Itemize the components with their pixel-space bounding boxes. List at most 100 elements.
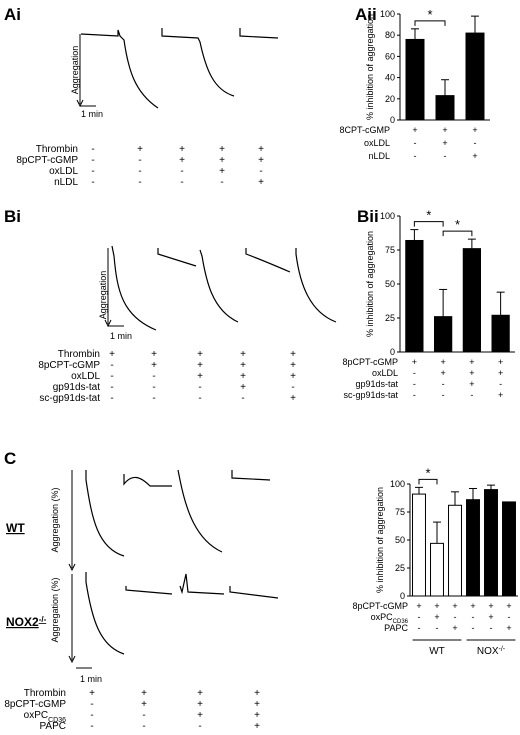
table-a-cell: - bbox=[259, 166, 262, 177]
trace-a-1 bbox=[80, 29, 159, 109]
table-b-cell: - bbox=[152, 382, 155, 393]
y-tick-label: 60 bbox=[385, 51, 395, 61]
y-axis-label: % inhibition of aggregation bbox=[375, 487, 385, 593]
table-b-cell: + bbox=[290, 371, 296, 382]
chart-bii: 0 25 50 75 100 % inhibition of aggregation * * 8… bbox=[342, 208, 515, 400]
traces-b: Aggregation 1 min bbox=[98, 245, 337, 341]
significance-bracket bbox=[413, 221, 444, 227]
y-axis-label: % inhibition of aggregation bbox=[365, 231, 375, 337]
bar bbox=[405, 38, 425, 121]
y-tick-label: 100 bbox=[390, 479, 405, 489]
table-b-cell: + bbox=[197, 349, 203, 360]
condition-cell: + bbox=[498, 390, 503, 400]
y-tick-label: 50 bbox=[385, 279, 395, 289]
scalebar-label-bi: 1 min bbox=[110, 331, 132, 341]
condition-cell: - bbox=[499, 379, 502, 389]
scalebar-label-ai: 1 min bbox=[81, 109, 103, 119]
table-c-row-label: 8pCPT-cGMP bbox=[4, 699, 66, 710]
condition-cell: + bbox=[488, 612, 493, 622]
condition-label: oxLDL bbox=[364, 138, 390, 148]
table-c-cell: + bbox=[254, 688, 260, 699]
condition-label: gp91ds-tat bbox=[355, 379, 398, 389]
table-b-row-label: oxLDL bbox=[71, 371, 100, 382]
table-a-cell: - bbox=[180, 177, 183, 188]
condition-label-text: gp91ds-tat bbox=[355, 379, 398, 389]
table-a-row-label: nLDL bbox=[54, 177, 78, 188]
table-b-cell: + bbox=[290, 360, 296, 371]
condition-cell: + bbox=[434, 612, 439, 622]
table-a-cell: - bbox=[180, 166, 183, 177]
significance-bracket bbox=[442, 230, 473, 237]
y-tick-label: 75 bbox=[395, 507, 405, 517]
group-label-sup: -/- bbox=[499, 646, 506, 653]
chart-aii: 0 20 40 60 80 100 % inhibition of aggregation *… bbox=[339, 7, 490, 161]
table-b-cell: + bbox=[240, 382, 246, 393]
table-b-cell: - bbox=[152, 393, 155, 404]
trace-a-3 bbox=[239, 28, 279, 39]
trace-c-wt-1 bbox=[85, 470, 125, 557]
panel-label-c: C bbox=[4, 449, 16, 468]
condition-cell: - bbox=[474, 138, 477, 148]
table-a-row-label-text: 8pCPT-cGMP bbox=[16, 155, 78, 166]
condition-label-text: 8pCPT-cGMP bbox=[342, 357, 398, 367]
table-c-cell: - bbox=[142, 721, 145, 732]
condition-label: sc-gp91ds-tat bbox=[343, 390, 398, 400]
condition-cell: - bbox=[413, 379, 416, 389]
significance-star: * bbox=[427, 7, 432, 22]
table-a-cell: + bbox=[219, 144, 225, 155]
table-c-cell: + bbox=[254, 710, 260, 721]
condition-cell: - bbox=[490, 623, 493, 633]
trace-c-nox-1 bbox=[85, 572, 125, 655]
bar bbox=[430, 542, 444, 597]
condition-cell: + bbox=[506, 623, 511, 633]
condition-cell: - bbox=[442, 390, 445, 400]
ylabel-c-wt: Aggregation (%) bbox=[50, 487, 60, 552]
y-tick-label: 0 bbox=[390, 115, 395, 125]
condition-label: 8CPT-cGMP bbox=[339, 125, 390, 135]
table-b-cell: + bbox=[290, 349, 296, 360]
condition-table-b: Thrombin + + + + +8pCPT-cGMP - + + + +oxLDL - - + + +gp… bbox=[38, 349, 296, 404]
y-tick-label: 100 bbox=[380, 9, 395, 19]
bar bbox=[434, 316, 453, 353]
nox2-label: NOX2-/- bbox=[6, 615, 47, 630]
bar bbox=[502, 501, 516, 597]
panel-label-bi: Bi bbox=[4, 207, 21, 226]
significance-bracket bbox=[414, 20, 446, 26]
arrow-c-nox bbox=[68, 655, 76, 664]
table-b-row-label-text: gp91ds-tat bbox=[53, 382, 100, 393]
table-b-cell: - bbox=[198, 393, 201, 404]
condition-label: nLDL bbox=[368, 151, 390, 161]
table-a-cell: - bbox=[220, 177, 223, 188]
table-a-cell: + bbox=[219, 166, 225, 177]
significance-star: * bbox=[426, 208, 431, 223]
table-c-row-label: Thrombin bbox=[24, 688, 66, 699]
bar bbox=[448, 504, 462, 597]
table-a-cell: + bbox=[179, 144, 185, 155]
table-b-row-label-text: Thrombin bbox=[58, 349, 100, 360]
condition-cell: + bbox=[440, 368, 445, 378]
condition-cell: + bbox=[416, 601, 421, 611]
y-tick-label: 50 bbox=[395, 535, 405, 545]
condition-label-text: oxLDL bbox=[364, 138, 390, 148]
condition-label-sub: CD36 bbox=[393, 619, 409, 625]
condition-label: 8pCPT-cGMP bbox=[352, 601, 408, 611]
y-tick-label: 100 bbox=[380, 211, 395, 221]
condition-cell: - bbox=[470, 390, 473, 400]
table-a-cell: - bbox=[138, 166, 141, 177]
table-b-cell: - bbox=[241, 393, 244, 404]
table-a-cell: + bbox=[137, 144, 143, 155]
table-b-row-label-text: oxLDL bbox=[71, 371, 100, 382]
bar bbox=[412, 493, 426, 597]
table-b-cell: + bbox=[109, 349, 115, 360]
trace-b-4 bbox=[245, 248, 291, 273]
y-tick-label: 25 bbox=[385, 313, 395, 323]
nox2-label-text: NOX2 bbox=[6, 615, 39, 629]
table-b-row-label: 8pCPT-cGMP bbox=[38, 360, 100, 371]
table-c-cell: + bbox=[89, 688, 95, 699]
table-b-row-label: gp91ds-tat bbox=[53, 382, 100, 393]
table-a-row-label-text: oxLDL bbox=[49, 166, 78, 177]
scalebar-label-c: 1 min bbox=[80, 674, 102, 684]
ylabel-bi: Aggregation bbox=[98, 271, 108, 320]
table-c-cell: + bbox=[197, 688, 203, 699]
table-b-cell: - bbox=[291, 382, 294, 393]
